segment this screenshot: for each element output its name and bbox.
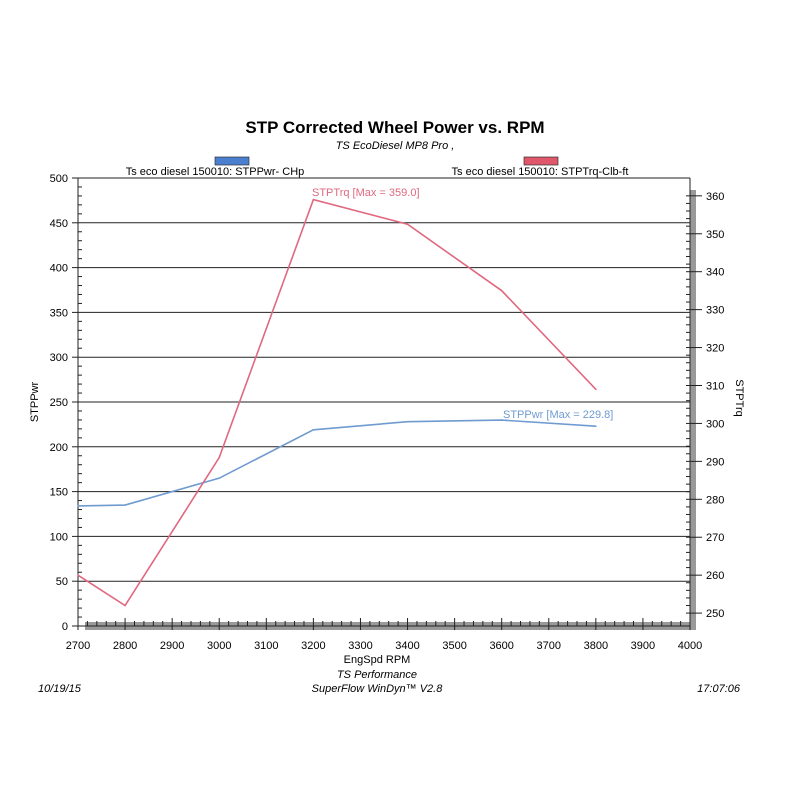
x-axis-label: EngSpd RPM <box>344 654 411 666</box>
y2-tick-label: 250 <box>706 608 724 620</box>
y2-tick-label: 260 <box>706 570 724 582</box>
torque-point <box>406 223 409 226</box>
footer-date: 10/19/15 <box>38 683 82 695</box>
y2-tick-label: 330 <box>706 305 724 317</box>
power-point <box>595 425 597 427</box>
y-tick-label: 400 <box>50 263 68 275</box>
y2-tick-label: 350 <box>706 229 724 241</box>
power-point <box>500 419 503 421</box>
torque-point <box>77 574 79 576</box>
torque-point <box>312 198 315 201</box>
x-tick-label: 3000 <box>207 640 231 652</box>
footer-company: TS Performance <box>337 669 417 681</box>
torque-point <box>595 388 597 391</box>
power-point <box>124 504 126 506</box>
torque-point <box>218 456 221 459</box>
x-tick-label: 3900 <box>631 640 655 652</box>
legend-label-torque: Ts eco diesel 150010: STPTrq-Clb-ft <box>452 166 629 178</box>
power-max-annotation: STPPwr [Max = 229.8] <box>503 409 613 421</box>
y-tick-label: 150 <box>50 487 68 499</box>
legend-swatch-power <box>214 156 250 166</box>
y-tick-label: 250 <box>50 397 68 409</box>
x-tick-label: 2800 <box>113 640 137 652</box>
y2-tick-label: 360 <box>706 191 724 203</box>
power-point <box>218 477 221 479</box>
chart-title: STP Corrected Wheel Power vs. RPM <box>245 118 544 137</box>
y2-axis-bar <box>690 190 696 630</box>
footer-software: SuperFlow WinDyn™ V2.8 <box>312 683 444 695</box>
y-axis-label: STPPwr <box>29 381 41 422</box>
legend-label-power: Ts eco diesel 150010: STPPwr- CHp <box>126 166 305 178</box>
torque-point <box>124 604 126 607</box>
torque-point <box>500 289 503 292</box>
power-point <box>406 420 409 423</box>
x-tick-label: 2900 <box>160 640 184 652</box>
chart-subtitle: TS EcoDiesel MP8 Pro , <box>336 140 455 152</box>
x-tick-label: 3700 <box>537 640 561 652</box>
y2-tick-label: 310 <box>706 380 724 392</box>
x-tick-label: 2700 <box>66 640 90 652</box>
power-point <box>312 428 315 431</box>
x-tick-label: 4000 <box>678 640 702 652</box>
footer-time: 17:07:06 <box>697 683 741 695</box>
y-tick-label: 500 <box>50 173 68 185</box>
y2-axis-label: STPTrq <box>733 379 745 417</box>
y-tick-label: 300 <box>50 352 68 364</box>
y2-tick-label: 320 <box>706 343 724 355</box>
y2-tick-label: 280 <box>706 494 724 506</box>
x-tick-label: 3600 <box>489 640 513 652</box>
y2-tick-label: 340 <box>706 267 724 279</box>
x-tick-label: 3300 <box>348 640 372 652</box>
y-tick-label: 50 <box>56 576 68 588</box>
power-point <box>77 505 79 507</box>
y2-tick-label: 300 <box>706 418 724 430</box>
y2-tick-label: 290 <box>706 456 724 468</box>
x-tick-label: 3400 <box>395 640 419 652</box>
power-line <box>77 419 596 507</box>
x-tick-label: 3800 <box>584 640 608 652</box>
torque-line <box>77 198 597 607</box>
y-tick-label: 450 <box>50 218 68 230</box>
y-tick-label: 100 <box>50 531 68 543</box>
torque-max-annotation: STPTrq [Max = 359.0] <box>312 187 420 199</box>
y-tick-label: 200 <box>50 442 68 454</box>
legend-swatch-torque <box>523 156 559 166</box>
y-tick-label: 0 <box>62 621 68 633</box>
x-tick-label: 3100 <box>254 640 278 652</box>
y-tick-label: 350 <box>50 307 68 319</box>
y2-tick-label: 270 <box>706 532 724 544</box>
x-tick-label: 3200 <box>301 640 325 652</box>
x-tick-label: 3500 <box>442 640 466 652</box>
